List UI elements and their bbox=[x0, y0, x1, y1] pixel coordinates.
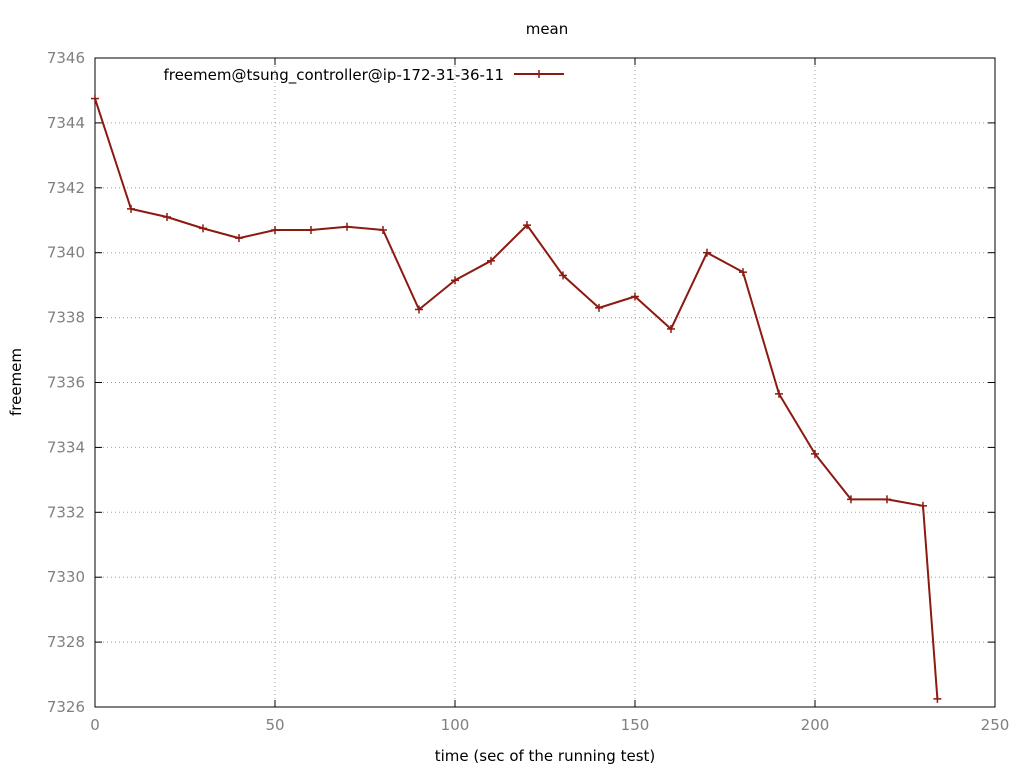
y-tick-label: 7342 bbox=[47, 179, 85, 197]
data-point bbox=[523, 221, 531, 230]
data-point bbox=[271, 225, 279, 234]
y-tick-label: 7338 bbox=[47, 309, 85, 327]
tick-labels: 0 50 100 150 200 250 7326 7328 7330 7332 7334 7336 7… bbox=[47, 49, 1010, 734]
data-point bbox=[91, 94, 99, 103]
y-tick-label: 7328 bbox=[47, 633, 85, 651]
y-tick-label: 7332 bbox=[47, 503, 85, 521]
data-point bbox=[703, 248, 711, 257]
legend-marker bbox=[535, 70, 543, 78]
x-axis-title: time (sec of the running test) bbox=[435, 747, 656, 765]
chart-title: mean bbox=[526, 20, 569, 38]
y-tick-label: 7344 bbox=[47, 114, 85, 132]
data-point bbox=[379, 225, 387, 234]
data-point bbox=[127, 204, 135, 213]
data-point bbox=[933, 694, 942, 703]
y-tick-label: 7330 bbox=[47, 568, 85, 586]
data-point bbox=[163, 213, 171, 222]
grid bbox=[95, 58, 995, 707]
data-point bbox=[559, 271, 567, 280]
data-point bbox=[487, 256, 495, 265]
data-point bbox=[667, 324, 675, 333]
data-point bbox=[847, 495, 855, 504]
y-tick-label: 7346 bbox=[47, 49, 85, 67]
series-line bbox=[94, 98, 939, 699]
legend-label: freemem@tsung_controller@ip-172-31-36-11 bbox=[163, 66, 504, 85]
y-axis-title: freemem bbox=[7, 348, 25, 416]
y-tick-label: 7334 bbox=[47, 438, 85, 456]
series-layer bbox=[91, 94, 942, 703]
y-tick-label: 7340 bbox=[47, 244, 85, 262]
y-tick-label: 7336 bbox=[47, 374, 85, 392]
data-point bbox=[595, 303, 603, 312]
data-point bbox=[631, 292, 639, 301]
data-point bbox=[739, 268, 747, 277]
legend: freemem@tsung_controller@ip-172-31-36-11 bbox=[163, 66, 564, 85]
data-point bbox=[883, 495, 891, 504]
x-tick-label: 50 bbox=[265, 716, 284, 734]
x-tick-label: 200 bbox=[801, 716, 830, 734]
data-point bbox=[451, 276, 459, 285]
data-point bbox=[775, 389, 783, 398]
x-tick-label: 250 bbox=[981, 716, 1010, 734]
data-point bbox=[343, 222, 351, 231]
x-tick-label: 0 bbox=[90, 716, 100, 734]
data-point bbox=[415, 305, 423, 314]
data-point bbox=[199, 224, 207, 233]
data-point bbox=[307, 225, 315, 234]
data-point bbox=[235, 234, 243, 243]
x-tick-label: 150 bbox=[621, 716, 650, 734]
x-tick-label: 100 bbox=[441, 716, 470, 734]
y-tick-label: 7326 bbox=[47, 698, 85, 716]
data-point bbox=[919, 501, 927, 510]
data-point bbox=[811, 449, 819, 458]
plot-frame bbox=[94, 57, 996, 708]
